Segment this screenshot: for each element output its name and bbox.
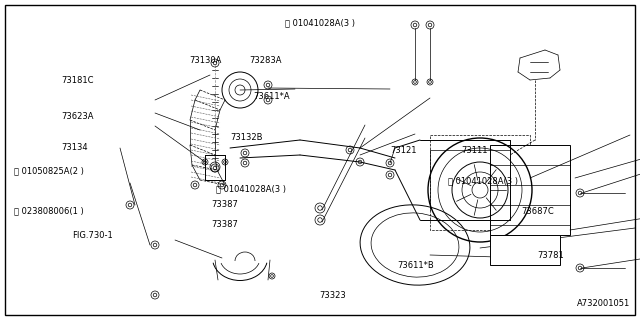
Text: FIG.730-1: FIG.730-1: [72, 231, 113, 240]
Text: Ⓑ 01041028A(3 ): Ⓑ 01041028A(3 ): [285, 18, 355, 27]
Text: 73283A: 73283A: [250, 56, 282, 65]
Bar: [490, 145, 570, 235]
Text: 73387: 73387: [211, 200, 238, 209]
Text: A732001051: A732001051: [577, 299, 630, 308]
Text: 73130A: 73130A: [189, 56, 221, 65]
Text: 73687C: 73687C: [522, 207, 554, 216]
Text: 73623A: 73623A: [61, 112, 93, 121]
Text: Ⓑ 01041028A(3 ): Ⓑ 01041028A(3 ): [448, 176, 518, 185]
Text: 73111: 73111: [461, 146, 487, 155]
Text: 73323: 73323: [319, 292, 346, 300]
Text: 73387: 73387: [211, 220, 238, 228]
Text: Ⓑ 01050825A(2 ): Ⓑ 01050825A(2 ): [14, 167, 84, 176]
Bar: [430, 135, 530, 230]
Text: 73781: 73781: [538, 252, 564, 260]
Text: 73611*A: 73611*A: [253, 92, 289, 100]
Text: 73134: 73134: [61, 143, 88, 152]
Text: 73611*B: 73611*B: [397, 261, 433, 270]
Text: 73132B: 73132B: [230, 133, 263, 142]
Text: Ⓑ 01041028A(3 ): Ⓑ 01041028A(3 ): [216, 184, 286, 193]
Text: 73181C: 73181C: [61, 76, 93, 84]
Text: Ⓝ 023808006(1 ): Ⓝ 023808006(1 ): [14, 207, 84, 216]
Text: 73121: 73121: [390, 146, 417, 155]
Bar: [490, 235, 560, 265]
